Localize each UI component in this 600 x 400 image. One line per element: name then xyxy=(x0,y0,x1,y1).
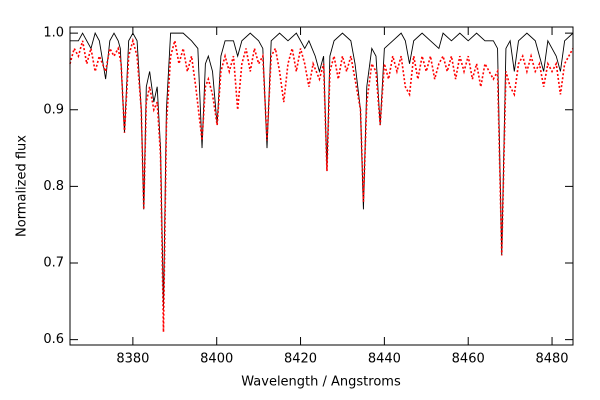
y-axis-label: Normalized flux xyxy=(15,135,30,237)
x-tick-label: 8380 xyxy=(116,352,149,367)
x-tick-label: 8400 xyxy=(200,352,233,367)
x-axis-label: Wavelength / Angstroms xyxy=(241,375,401,390)
y-tick-label: 0.6 xyxy=(43,332,64,347)
y-tick-label: 1.0 xyxy=(43,26,64,41)
x-tick-label: 8460 xyxy=(452,352,485,367)
y-tick-label: 0.7 xyxy=(43,256,64,271)
x-tick-label: 8480 xyxy=(535,352,568,367)
spectrum-line xyxy=(69,37,574,332)
y-tick-label: 0.8 xyxy=(43,179,64,194)
x-tick-label: 8440 xyxy=(368,352,401,367)
y-tick-label: 0.9 xyxy=(43,102,64,117)
x-tick-label: 8420 xyxy=(284,352,317,367)
